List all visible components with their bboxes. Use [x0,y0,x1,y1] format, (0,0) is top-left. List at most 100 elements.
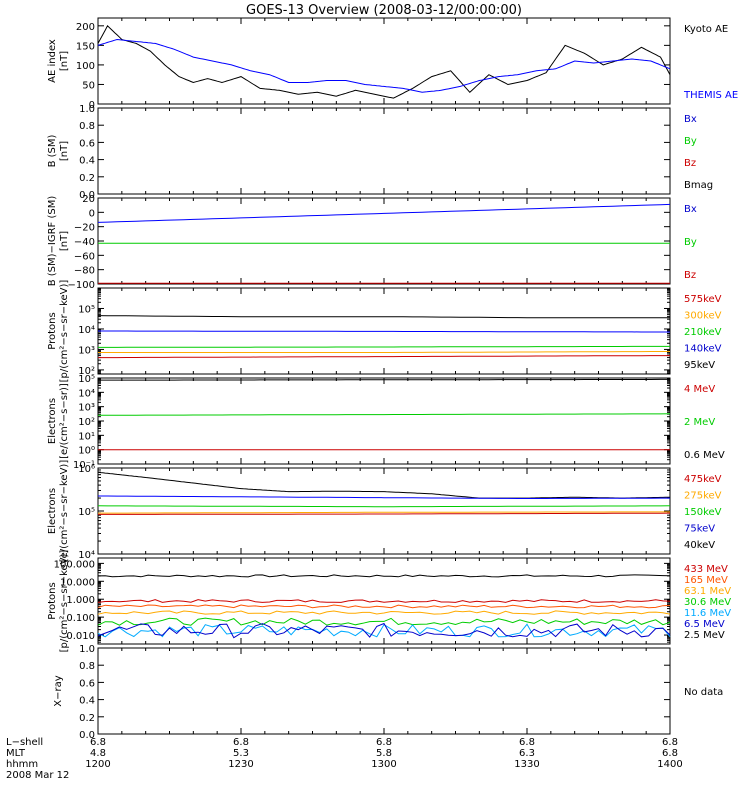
legend-entry: 300keV [684,311,722,322]
y-tick-label: −80 [74,266,95,277]
legend-entry: 0.6 MeV [684,450,725,461]
x-row-label: 2008 Mar 12 [6,770,69,781]
y-tick-label: 100 [76,61,95,72]
legend-entry: By [684,237,697,248]
series-kyoto-ae [97,24,671,99]
x-tick-hhmm: 1230 [228,759,253,770]
legend-entry: 165 MeV [684,575,728,586]
y-tick-label: 0.4 [79,696,95,707]
x-tick-mlt: 5.8 [376,748,392,759]
y-axis-title: [nT] [59,51,70,71]
y-axis-title: [p/(cm²−s−sr−keV)] [59,280,70,383]
legend-entry: 575keV [684,294,722,305]
y-tick-label: 10⁵ [78,304,95,315]
y-tick-label: 10⁰ [78,446,95,457]
x-tick-lshell: 6.8 [233,737,249,748]
series-40kev [98,512,671,515]
series-2-mev [97,413,671,416]
y-axis-title: Protons [47,582,58,619]
series-275kev [98,511,670,514]
legend-entry: 75keV [684,524,715,535]
y-tick-label: 100.000 [54,559,95,570]
panel-frame [97,647,671,735]
y-axis-title: [p/(cm²−s−sr−keV)] [59,550,70,653]
x-tick-lshell: 6.8 [90,737,106,748]
y-tick-label: −60 [74,251,95,262]
y-axis-title: [nT] [59,141,70,161]
y-tick-label: 10⁴ [78,388,95,399]
y-tick-label: 0.6 [79,678,95,689]
y-tick-label: 10² [78,417,95,428]
y-tick-label: 0 [89,100,95,111]
panel-frame [97,377,671,465]
y-tick-label: 1.0 [79,104,95,115]
y-axis-title: B (SM) [47,134,58,167]
series-140kev [98,330,670,333]
x-tick-mlt: 6.8 [662,748,678,759]
y-tick-label: 10⁵ [78,374,95,385]
series-210kev [98,345,670,348]
y-tick-label: 10³ [78,345,95,356]
panel-electrons2: 10⁴ 10⁵ 10⁶ Electrons [e/(cm²−s−sr−keV)] 475k… [47,460,722,563]
legend-entry: 2 MeV [684,417,715,428]
x-tick-hhmm: 1300 [371,759,396,770]
y-tick-label: 1.000 [66,595,95,606]
y-axis-title: Electrons [47,398,58,444]
y-tick-label: 0.6 [79,138,95,149]
legend-entry: 30.6 MeV [684,597,731,608]
legend-entry: 11.6 MeV [684,608,731,619]
y-tick-label: 10.000 [60,577,95,588]
y-tick-label: 0.100 [66,613,95,624]
panel-protons2: 0.010 0.100 1.000 10.000 100.000 Protons [p/(c… [47,550,731,653]
legend-entry: 63.1 MeV [684,586,731,597]
legend-entry: 150keV [684,507,722,518]
x-tick-hhmm: 1200 [85,759,110,770]
series-165-mev [97,604,671,609]
legend-entry: 6.5 MeV [684,619,725,630]
y-tick-label: 0.0 [79,730,95,741]
y-tick-label: 0.8 [79,661,95,672]
panel-frame [97,197,671,285]
series-63.1-mev [97,610,671,615]
y-tick-label: 10³ [78,403,95,414]
panel-bigrf: 20 0 −20 −40 −60 −80 −100 B (SM)−IGRF (SM) [nT] B… [47,194,697,291]
legend-entry: No data [684,687,723,698]
x-tick-hhmm: 1330 [514,759,539,770]
legend-entry: 2.5 MeV [684,630,725,641]
panel-frame [97,17,671,105]
legend-entry: Bz [684,270,696,281]
panel-frame [97,467,671,555]
x-tick-mlt: 4.8 [90,748,106,759]
y-axis-title: [e/(cm²−s−sr)] [59,383,70,459]
series-433-mev [97,599,671,603]
y-tick-label: 0.8 [79,121,95,132]
y-tick-label: 0.010 [66,631,95,642]
y-tick-label: 20 [82,194,95,205]
x-row-label: L−shell [6,737,43,748]
y-axis-title: [e/(cm²−s−sr−keV)] [59,460,70,563]
legend-entry: THEMIS AE [683,90,738,101]
y-tick-label: 0.0 [79,190,95,201]
y-axis-title: [nT] [59,231,70,251]
legend-entry: 4 MeV [684,384,715,395]
series-75kev [98,495,670,499]
legend-entry: Bx [684,114,697,125]
legend-entry: Kyoto AE [684,24,728,35]
y-tick-label: 10² [78,366,95,377]
y-tick-label: −40 [74,237,95,248]
series-300kev [98,351,670,353]
x-tick-hhmm: 1400 [657,759,682,770]
x-row-label: MLT [6,748,26,759]
y-tick-label: 200 [76,22,95,33]
series-30.6-mev [97,617,671,626]
legend-entry: Bz [684,158,696,169]
legend-entry: Bx [684,204,697,215]
legend-entry: 95keV [684,360,715,371]
x-tick-mlt: 5.3 [233,748,249,759]
series-575kev [97,315,670,319]
figure-title: GOES-13 Overview (2008-03-12/00:00:00) [246,3,522,18]
y-tick-label: 10¹ [78,431,95,442]
